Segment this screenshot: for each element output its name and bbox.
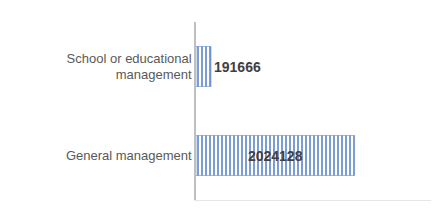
svg-text:School or educationalmanagemen: School or educationalmanagement [67,51,192,83]
svg-text:General management: General management [66,148,192,163]
svg-text:191666: 191666 [214,59,261,75]
svg-text:2024128: 2024128 [248,148,303,164]
